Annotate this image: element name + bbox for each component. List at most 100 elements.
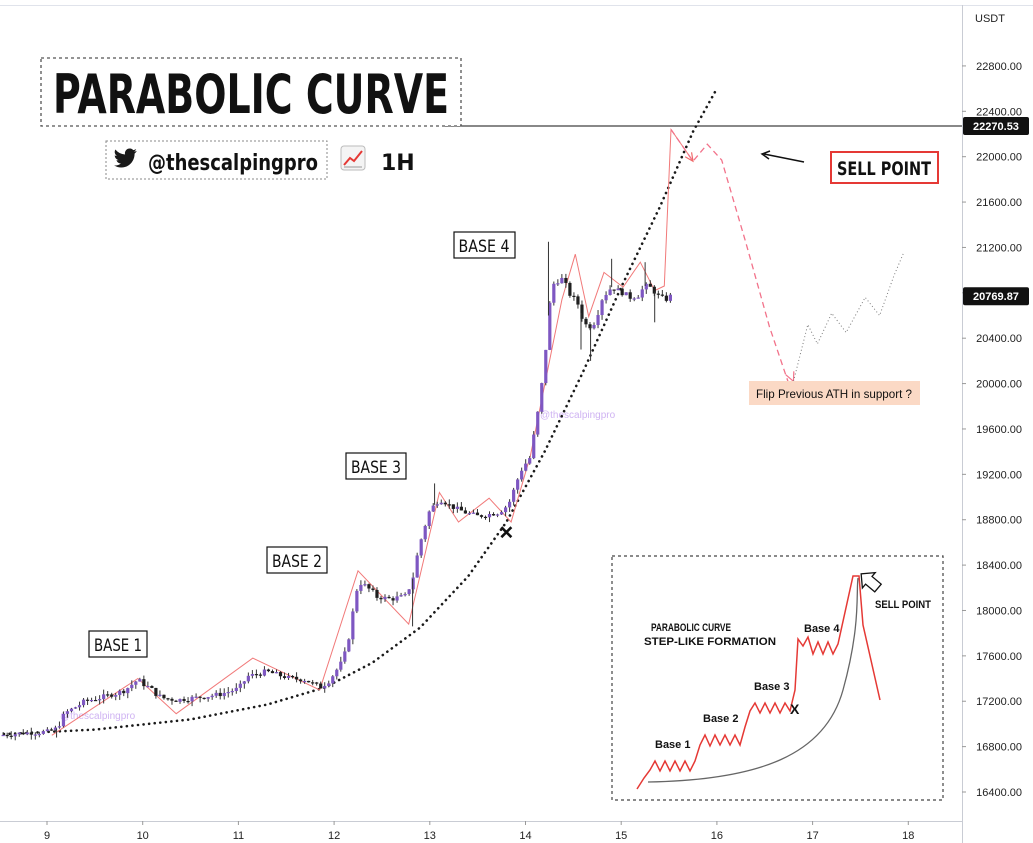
candle-body[interactable] xyxy=(270,671,275,674)
candle-body[interactable] xyxy=(648,283,652,287)
candle-body[interactable] xyxy=(254,674,258,676)
candle-body[interactable] xyxy=(150,686,154,688)
candle-body[interactable] xyxy=(604,294,608,301)
time-axis[interactable]: 9 10 11 12 13 14 15 16 17 18 xyxy=(44,821,914,842)
candle-body[interactable] xyxy=(226,691,230,694)
candle-body[interactable] xyxy=(29,732,33,735)
candle-body[interactable] xyxy=(315,682,319,684)
candle-body[interactable] xyxy=(536,411,540,435)
candle-body[interactable] xyxy=(620,288,624,296)
candle-body[interactable] xyxy=(419,539,423,556)
candle-body[interactable] xyxy=(652,286,656,294)
candle-body[interactable] xyxy=(592,324,596,329)
candle-body[interactable] xyxy=(572,295,576,298)
candle-body[interactable] xyxy=(351,611,355,640)
candle-body[interactable] xyxy=(286,675,291,678)
candle-body[interactable] xyxy=(391,598,395,601)
candle-body[interactable] xyxy=(600,300,604,316)
candle-body[interactable] xyxy=(363,584,367,586)
candle-body[interactable] xyxy=(616,288,620,291)
candle-body[interactable] xyxy=(118,690,122,696)
candle-body[interactable] xyxy=(427,511,431,527)
candle-body[interactable] xyxy=(580,304,584,319)
candle-body[interactable] xyxy=(367,584,371,589)
candle-body[interactable] xyxy=(214,692,218,696)
candle-body[interactable] xyxy=(576,296,580,305)
candle-body[interactable] xyxy=(640,289,644,298)
candle-body[interactable] xyxy=(37,733,41,736)
candle-body[interactable] xyxy=(335,669,339,677)
candle-body[interactable] xyxy=(399,595,403,597)
candle-body[interactable] xyxy=(407,589,411,595)
candle-body[interactable] xyxy=(560,277,564,284)
candle-body[interactable] xyxy=(463,510,468,514)
candle-body[interactable] xyxy=(130,684,134,689)
candle-body[interactable] xyxy=(668,294,672,301)
candle-body[interactable] xyxy=(451,504,455,509)
candle-body[interactable] xyxy=(142,679,146,687)
candle-body[interactable] xyxy=(343,651,347,662)
candle-body[interactable] xyxy=(636,297,640,299)
candle-body[interactable] xyxy=(516,479,520,490)
candle-body[interactable] xyxy=(202,697,206,700)
candle-body[interactable] xyxy=(503,507,508,513)
candle-body[interactable] xyxy=(178,698,182,702)
candle-body[interactable] xyxy=(106,694,110,696)
candle-body[interactable] xyxy=(134,681,138,685)
candles[interactable] xyxy=(1,241,672,741)
candle-body[interactable] xyxy=(294,676,299,680)
candle-body[interactable] xyxy=(375,589,379,598)
candle-body[interactable] xyxy=(274,672,279,674)
price-axis[interactable]: 16400.00 16800.00 17200.00 17600.00 18000.00… xyxy=(962,61,1022,799)
candle-body[interactable] xyxy=(122,690,126,694)
candle-body[interactable] xyxy=(379,597,383,600)
candle-body[interactable] xyxy=(548,302,552,350)
candle-body[interactable] xyxy=(491,514,496,516)
candle-body[interactable] xyxy=(528,458,532,464)
candle-body[interactable] xyxy=(190,696,194,702)
candle-body[interactable] xyxy=(69,708,74,712)
candle-body[interactable] xyxy=(85,699,90,701)
candle-body[interactable] xyxy=(146,686,150,688)
candle-body[interactable] xyxy=(102,694,106,700)
candle-body[interactable] xyxy=(415,555,419,578)
candle-body[interactable] xyxy=(77,705,82,708)
candle-body[interactable] xyxy=(218,692,222,697)
candle-body[interactable] xyxy=(632,298,636,300)
candle-body[interactable] xyxy=(512,489,516,502)
candle-body[interactable] xyxy=(656,293,660,295)
candle-body[interactable] xyxy=(387,596,391,599)
candle-body[interactable] xyxy=(303,680,307,683)
candle-body[interactable] xyxy=(524,463,528,471)
candle-body[interactable] xyxy=(198,696,202,698)
candle-body[interactable] xyxy=(423,526,427,540)
candle-body[interactable] xyxy=(290,675,295,678)
candle-body[interactable] xyxy=(584,318,588,325)
candle-body[interactable] xyxy=(73,707,78,709)
candle-body[interactable] xyxy=(355,590,359,612)
candle-body[interactable] xyxy=(206,697,210,699)
candle-body[interactable] xyxy=(138,679,142,682)
candle-body[interactable] xyxy=(162,694,166,699)
candle-body[interactable] xyxy=(540,383,544,412)
candle-body[interactable] xyxy=(431,505,435,512)
candle-body[interactable] xyxy=(278,672,283,677)
candle-body[interactable] xyxy=(564,277,568,283)
candle-body[interactable] xyxy=(299,679,303,682)
candle-body[interactable] xyxy=(21,732,25,735)
candle-body[interactable] xyxy=(395,596,399,601)
candle-body[interactable] xyxy=(262,669,267,676)
candle-body[interactable] xyxy=(57,726,62,728)
candle-body[interactable] xyxy=(9,735,13,737)
candle-body[interactable] xyxy=(114,695,118,697)
candle-body[interactable] xyxy=(182,698,186,701)
candle-body[interactable] xyxy=(435,504,439,506)
candle-body[interactable] xyxy=(339,661,343,670)
candle-body[interactable] xyxy=(499,512,504,515)
candle-body[interactable] xyxy=(238,683,242,688)
candle-body[interactable] xyxy=(447,504,451,506)
candle-body[interactable] xyxy=(234,687,238,692)
candle-body[interactable] xyxy=(13,734,17,737)
candle-body[interactable] xyxy=(53,727,58,731)
candle-body[interactable] xyxy=(98,699,102,701)
